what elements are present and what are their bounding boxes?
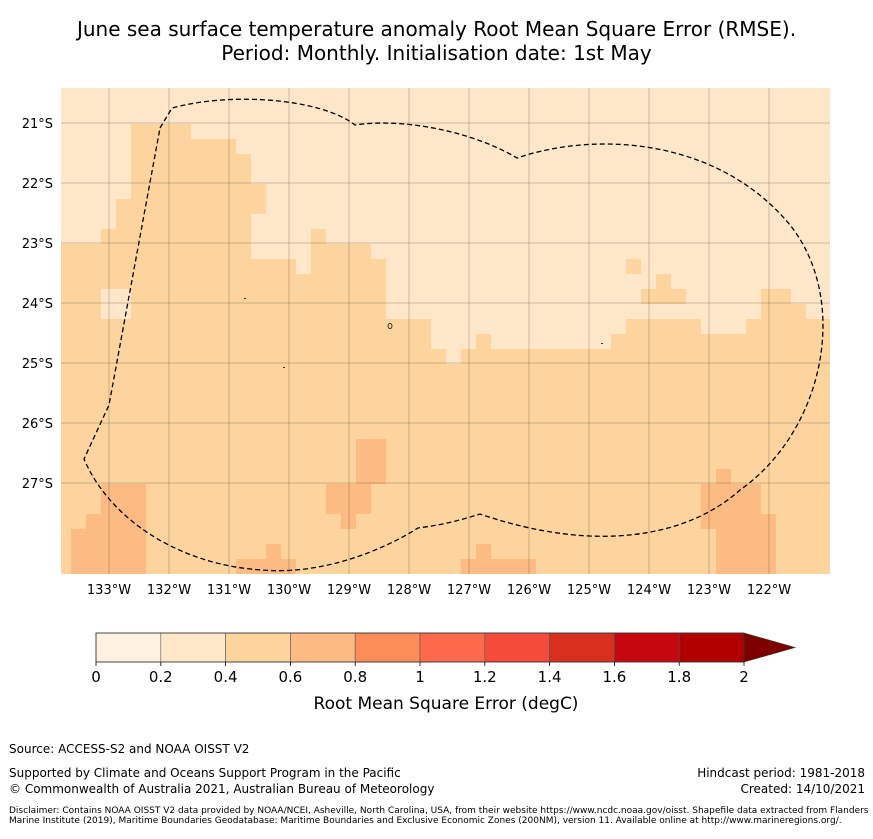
rmse-cell [641,289,686,304]
colorbar-segment [419,632,486,663]
colorbar-label: Root Mean Square Error (degC) [314,694,579,714]
chart-title-line2: Period: Monthly. Initialisation date: 1s… [221,41,652,65]
lon-label: 133°W [87,583,131,598]
lat-label: 23°S [22,237,53,252]
rmse-cell [341,514,356,529]
colorbar-tick-labels: 0 0.2 0.4 0.6 0.8 1 1.2 1.4 1.6 1.8 2 [91,662,749,686]
lat-label: 24°S [22,297,53,312]
lat-label: 21°S [22,117,53,132]
colorbar-segment [225,632,291,663]
eez-boundary [83,98,824,572]
lon-label: 132°W [147,583,191,598]
hindcast-text: Hindcast period: 1981-2018 [697,766,865,780]
rmse-cell [476,544,491,559]
rmse-cell [101,289,131,319]
colorbar-tick-label: 0.6 [278,668,302,686]
rmse-region [61,124,830,574]
colorbar-tick-label: 0.8 [343,668,367,686]
chart-title-line1: June sea surface temperature anomaly Roo… [76,17,797,41]
colorbar-segment [160,632,226,663]
lon-label: 123°W [687,583,731,598]
lat-label: 27°S [22,477,53,492]
rmse-grid [61,88,830,574]
colorbar-tick-label: 0.4 [214,668,238,686]
colorbar-segment [95,632,162,663]
graticule [61,88,830,574]
colorbar-tick-label: 0 [91,668,101,686]
islands [244,298,603,368]
rmse-cell [161,124,191,139]
rmse-cell [761,514,776,529]
rmse-cell [461,559,536,574]
lon-label: 129°W [327,583,371,598]
rmse-cell [626,259,641,274]
supported-text: Supported by Climate and Oceans Support … [9,766,401,780]
copyright-text: © Commonwealth of Australia 2021, Austra… [9,782,435,796]
rmse-cell [236,559,296,574]
longitude-labels: 133°W 132°W 131°W 130°W 129°W 128°W 127°W 126°W… [87,583,791,598]
lon-label: 130°W [267,583,311,598]
rmse-cell [266,544,281,559]
colorbar-tick-label: 0.2 [149,668,173,686]
island-marker [244,298,246,299]
lat-label: 26°S [22,417,53,432]
latitude-labels: 21°S 22°S 23°S 24°S 25°S 26°S 27°S [22,117,53,492]
rmse-cell [71,529,146,574]
colorbar [95,632,797,663]
colorbar-tick-label: 1.8 [667,668,691,686]
colorbar-segment [484,632,550,663]
rmse-cell [101,484,146,529]
disclaimer-text: Disclaimer: Contains NOAA OISST V2 data … [9,806,869,826]
colorbar-segment [549,632,615,663]
created-text: Created: 14/10/2021 [740,782,865,796]
island-marker [387,323,393,329]
rmse-cell [701,484,761,529]
colorbar-tick-label: 1.4 [538,668,562,686]
rmse-cell [716,529,776,574]
colorbar-segment [614,632,680,663]
lon-label: 126°W [507,583,551,598]
colorbar-segment [354,632,421,663]
colorbar-segment [678,632,745,663]
rmse-cell [356,439,386,484]
lat-label: 22°S [22,177,53,192]
lat-label: 25°S [22,357,53,372]
colorbar-extend-arrow [743,632,797,663]
island-marker [283,367,285,368]
rmse-cell [86,514,101,529]
colorbar-tick-label: 1.6 [602,668,626,686]
lon-label: 125°W [567,583,611,598]
source-text: Source: ACCESS-S2 and NOAA OISST V2 [9,742,250,756]
lon-label: 124°W [627,583,671,598]
lon-label: 128°W [387,583,431,598]
colorbar-tick-label: 1 [415,668,425,686]
rmse-cell [656,274,671,289]
map-figure: 21°S22°S23°S24°S25°S26°S27°S 133°W 132°W 1… [22,88,830,714]
colorbar-tick-label: 2 [739,668,749,686]
colorbar-segment [290,632,356,663]
lon-label: 122°W [747,583,791,598]
lon-label: 127°W [447,583,491,598]
island-marker [601,343,603,344]
lon-label: 131°W [207,583,251,598]
colorbar-tick-label: 1.2 [473,668,497,686]
rmse-cell [716,469,731,484]
rmse-cell [326,484,371,514]
